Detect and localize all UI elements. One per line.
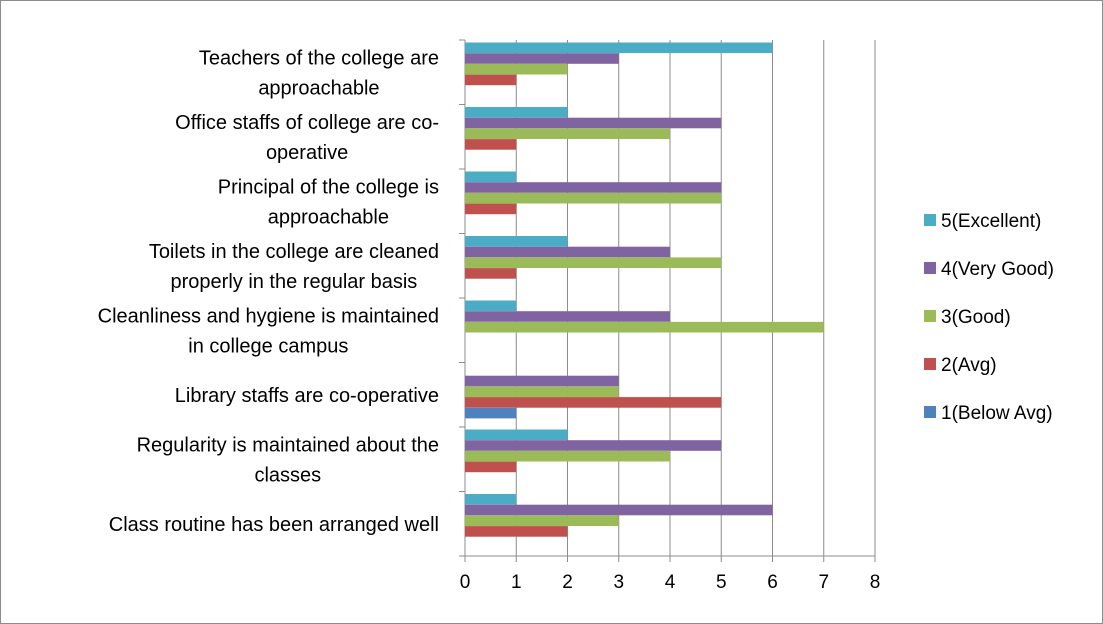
bar <box>465 397 722 408</box>
x-tick-label: 2 <box>562 572 573 593</box>
x-tick-label: 8 <box>870 572 881 593</box>
bar <box>465 375 619 387</box>
legend-swatch <box>924 310 936 322</box>
bar <box>465 429 568 441</box>
legend-swatch <box>924 262 936 274</box>
bar <box>465 515 619 526</box>
category-label: Cleanliness and hygiene is maintained <box>98 305 439 327</box>
x-tick-label: 4 <box>665 572 676 593</box>
category-label: approachable <box>268 206 389 228</box>
bar <box>465 450 670 462</box>
bar <box>465 321 824 333</box>
bar <box>465 182 722 193</box>
bar <box>465 268 517 279</box>
category-label: Principal of the college is <box>218 176 439 198</box>
category-label: classes <box>254 464 321 486</box>
category-label: approachable <box>258 77 379 99</box>
legend-label: 5(Excellent) <box>941 211 1041 232</box>
legend-swatch <box>924 406 936 418</box>
category-label: Teachers of the college are <box>199 47 439 69</box>
category-label: operative <box>266 142 348 164</box>
bar <box>465 236 568 247</box>
bar <box>465 504 773 516</box>
x-tick-label: 3 <box>613 572 624 593</box>
bar <box>465 494 517 505</box>
bar <box>465 53 619 64</box>
bar <box>465 257 722 268</box>
bar <box>465 461 517 473</box>
legend-swatch <box>924 358 936 370</box>
legend-label: 1(Below Avg) <box>941 403 1053 424</box>
category-label: Class routine has been arranged well <box>109 514 439 536</box>
x-tick-label: 6 <box>767 572 778 593</box>
bar <box>465 107 568 118</box>
x-tick-label: 7 <box>818 572 829 593</box>
legend-swatch <box>924 214 936 226</box>
legend-label: 3(Good) <box>941 307 1011 328</box>
bar <box>465 63 568 75</box>
bar <box>465 128 670 139</box>
bar <box>465 246 670 258</box>
legend-label: 2(Avg) <box>941 355 997 376</box>
bar <box>465 407 517 419</box>
category-label: Toilets in the college are cleaned <box>149 241 439 263</box>
category-label: Library staffs are co-operative <box>175 385 439 407</box>
x-tick-label: 5 <box>716 572 727 593</box>
bar <box>465 311 670 322</box>
bar <box>465 526 568 537</box>
bar <box>465 117 722 129</box>
bar <box>465 203 517 215</box>
category-label: Regularity is maintained about the <box>137 434 439 456</box>
bar <box>465 139 517 150</box>
bar <box>465 386 619 397</box>
x-tick-label: 1 <box>511 572 522 593</box>
legend-label: 4(Very Good) <box>941 259 1054 280</box>
bar <box>465 300 517 312</box>
category-label: in college campus <box>188 335 348 357</box>
bar <box>465 440 722 451</box>
bar <box>465 42 773 54</box>
category-label: properly in the regular basis <box>171 271 418 293</box>
category-label: Office staffs of college are co- <box>175 112 439 134</box>
bar <box>465 171 517 183</box>
bar <box>465 192 722 204</box>
x-tick-label: 0 <box>460 572 471 593</box>
bar <box>465 74 517 86</box>
